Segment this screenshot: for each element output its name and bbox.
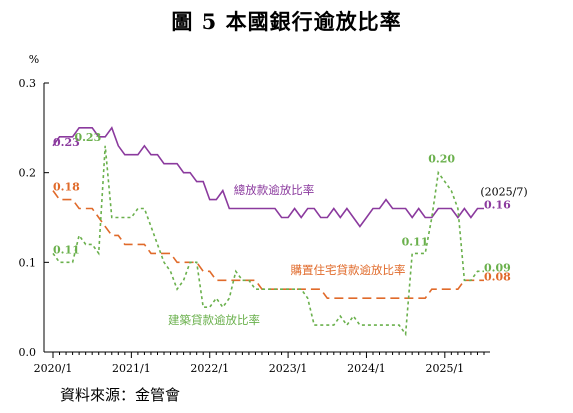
x-tick-label: 2025/1 [425,362,464,375]
x-tick-label: 2023/1 [269,362,308,375]
source-note: 資料來源：金管會 [60,386,181,404]
data-label: 0.11 [53,243,80,256]
data-label: 0.08 [484,270,511,283]
series-line-1 [52,126,484,228]
x-tick-label: 2021/1 [112,362,151,375]
y-tick-label: 0.3 [19,77,37,90]
x-tick-label: 2020/1 [34,362,73,375]
x-tick-label: 2022/1 [190,362,229,375]
data-label: 0.09 [484,261,511,274]
y-tick-label: 0.0 [19,346,37,359]
series-label-1: 總放款逾放比率 [234,183,315,197]
data-label: 0.23 [74,131,101,144]
data-label: 0.16 [484,199,511,212]
series-label-3: 建築貸款逾放比率 [168,313,260,327]
data-label: 0.20 [428,153,455,166]
data-label: 0.18 [53,181,80,194]
series-line-3 [52,145,484,337]
period-annotation: (2025/7) [480,186,527,199]
chart-labels: 總放款逾放比率 0.23 0.16 購置住宅貸款逾放比率 0.18 0.08 建築貸款逾放比… [53,131,528,327]
series-label-2: 購置住宅貸款逾放比率 [291,263,406,277]
x-tick-label: 2024/1 [347,362,386,375]
y-unit-label: % [29,53,39,66]
data-label: 0.23 [53,136,80,149]
y-tick-label: 0.1 [19,256,37,269]
figure-title: 圖 5 本國銀行逾放比率 [171,9,402,34]
series-line-2 [52,190,484,300]
series-lines [52,126,484,337]
y-tick-label: 0.2 [19,167,37,180]
axes: % 0.0 0.1 0.2 0.3 2020/1 2021/1 2022/1 2023/1 202… [19,53,490,375]
data-label: 0.11 [402,235,429,248]
